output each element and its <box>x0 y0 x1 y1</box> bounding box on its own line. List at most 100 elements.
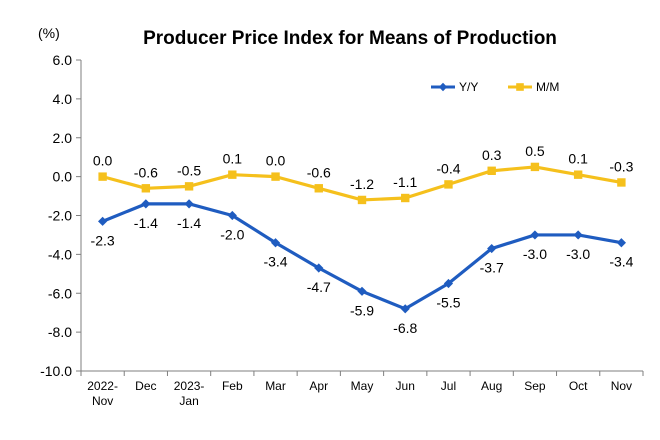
series-layer <box>98 162 626 314</box>
x-tick-label: Nov <box>611 379 632 393</box>
x-tick-label-line: Nov <box>92 394 113 408</box>
data-label-y-y: -5.5 <box>436 295 460 311</box>
data-label-m-m: -0.6 <box>307 164 331 180</box>
y-tick-label: -8.0 <box>48 324 72 340</box>
data-point-y-y <box>400 304 410 314</box>
y-tick-label: 4.0 <box>53 91 73 107</box>
legend-label: M/M <box>536 80 559 94</box>
data-point-m-m <box>228 170 237 179</box>
x-tick-label-line: Apr <box>309 379 328 393</box>
x-tick-label: 2023-Jan <box>174 379 205 408</box>
data-label-m-m: -0.5 <box>177 162 201 178</box>
data-label-y-y: -4.7 <box>307 279 331 295</box>
data-label-y-y: -1.4 <box>134 215 158 231</box>
data-point-m-m <box>98 172 107 181</box>
data-label-m-m: -0.3 <box>609 158 633 174</box>
data-point-m-m <box>184 182 194 191</box>
x-tick-label-line: Jan <box>179 394 198 408</box>
data-label-y-y: -3.7 <box>480 260 504 276</box>
data-label-y-y: -2.0 <box>220 227 244 243</box>
x-tick-label: Sep <box>524 379 546 393</box>
legend-item-y-y: Y/Y <box>431 80 478 94</box>
data-label-m-m: -1.1 <box>393 174 417 190</box>
x-tick-label: Apr <box>309 379 328 393</box>
legend-swatch-marker <box>516 83 524 91</box>
y-tick-label: -4.0 <box>48 246 72 262</box>
data-label-y-y: -5.9 <box>350 302 374 318</box>
data-point-y-y <box>443 278 454 289</box>
data-point-y-y <box>530 230 540 240</box>
x-tick-label: May <box>351 379 374 393</box>
data-point-y-y <box>227 210 237 221</box>
data-label-m-m: 0.0 <box>93 153 113 169</box>
data-point-m-m <box>401 193 410 203</box>
data-point-y-y <box>487 243 497 254</box>
data-point-m-m <box>444 180 453 189</box>
data-point-m-m <box>141 184 151 193</box>
data-label-y-y: -3.0 <box>566 246 590 262</box>
chart-title: Producer Price Index for Means of Produc… <box>143 28 557 49</box>
x-tick-label: Feb <box>222 379 243 393</box>
y-tick-label: -6.0 <box>48 285 72 301</box>
data-label-m-m: -0.4 <box>436 160 460 176</box>
data-label-m-m: -1.2 <box>350 176 374 192</box>
x-tick-label: Jul <box>441 379 456 393</box>
data-label-y-y: -3.4 <box>609 254 633 270</box>
y-tick-label: 6.0 <box>53 52 73 68</box>
data-point-y-y <box>98 216 108 226</box>
y-tick-label: 0.0 <box>53 169 73 185</box>
legend-item-m-m: M/M <box>508 80 559 94</box>
x-tick-label-line: Aug <box>481 379 502 393</box>
data-label-y-y: -6.8 <box>393 320 417 336</box>
data-point-y-y <box>616 238 626 248</box>
data-label-y-y: -1.4 <box>177 215 201 231</box>
data-label-m-m: -0.6 <box>134 164 158 180</box>
axes: 6.04.02.00.0-2.0-4.0-6.0-8.0-10.02022-No… <box>40 52 644 408</box>
data-point-m-m <box>487 166 496 175</box>
data-label-y-y: -2.3 <box>91 232 115 248</box>
x-tick-label-line: Jun <box>396 379 415 393</box>
data-label-m-m: 0.3 <box>482 147 502 163</box>
x-tick-label: Dec <box>135 379 156 393</box>
x-tick-label-line: Oct <box>569 379 588 393</box>
y-tick-label: -2.0 <box>48 208 72 224</box>
data-label-m-m: 0.0 <box>266 153 286 169</box>
data-point-m-m <box>573 170 583 179</box>
data-point-y-y <box>357 286 367 296</box>
data-point-m-m <box>530 162 540 172</box>
data-point-y-y <box>184 199 194 209</box>
data-point-y-y <box>314 263 324 273</box>
x-tick-label-line: Nov <box>611 379 632 393</box>
unit-label: (%) <box>38 25 60 41</box>
series-m-m <box>98 162 626 205</box>
x-tick-label: Aug <box>481 379 502 393</box>
data-point-m-m <box>314 184 323 193</box>
legend: Y/Y M/M <box>431 80 559 94</box>
series-y-y <box>98 199 626 314</box>
x-tick-label: Mar <box>265 379 286 393</box>
data-point-y-y <box>141 199 151 209</box>
x-tick-label: 2022-Nov <box>87 379 118 408</box>
x-tick-label-line: Jul <box>441 379 456 393</box>
legend-label: Y/Y <box>459 80 478 94</box>
y-tick-label: -10.0 <box>40 363 72 379</box>
data-point-m-m <box>357 195 367 205</box>
data-labels: -2.3 -1.4 -1.4 -2.0 -3.4 -4.7 -5.9 -6.8 -5.5 -3.7… <box>91 143 634 336</box>
x-tick-label-line: Dec <box>135 379 156 393</box>
data-label-m-m: 0.5 <box>525 143 545 159</box>
data-point-y-y <box>270 238 281 248</box>
data-label-m-m: 0.1 <box>568 151 588 167</box>
data-label-y-y: -3.0 <box>523 246 547 262</box>
data-label-m-m: 0.1 <box>223 151 243 167</box>
x-tick-label-line: Mar <box>265 379 286 393</box>
x-tick-label-line: Feb <box>222 379 243 393</box>
x-tick-label-line: Sep <box>524 379 546 393</box>
x-tick-label: Jun <box>396 379 415 393</box>
x-tick-label: Oct <box>569 379 588 393</box>
x-tick-label-line: 2022- <box>87 379 118 393</box>
data-point-m-m <box>271 172 280 181</box>
x-tick-label-line: 2023- <box>174 379 205 393</box>
data-point-y-y <box>573 230 583 240</box>
